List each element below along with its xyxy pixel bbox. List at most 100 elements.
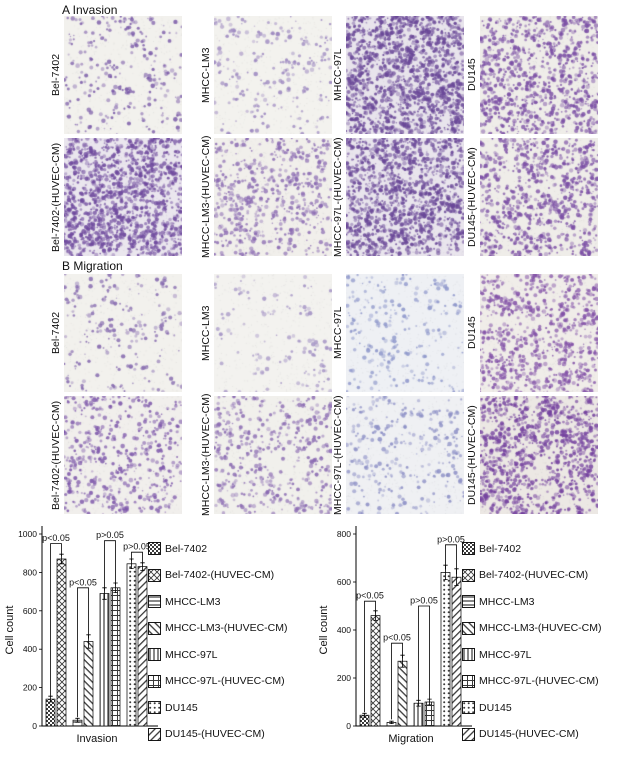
significance-bracket bbox=[418, 605, 430, 701]
legend-item: MHCC-LM3-(HUVEC-CM) bbox=[462, 621, 602, 635]
legend-swatch-icon bbox=[462, 727, 475, 741]
legend-swatch-icon bbox=[148, 568, 161, 582]
micrograph-cell: Bel-7402-(HUVEC-CM) bbox=[48, 138, 182, 256]
y-tick-label: 400 bbox=[337, 625, 351, 635]
legend-label: MHCC-97L bbox=[479, 648, 532, 661]
bar-1 bbox=[370, 615, 381, 727]
legend-item: DU145-(HUVEC-CM) bbox=[462, 727, 602, 741]
bar-4 bbox=[413, 702, 424, 727]
significance-bracket bbox=[364, 600, 376, 713]
micrograph-image bbox=[64, 396, 182, 514]
micrograph-image bbox=[480, 138, 598, 256]
p-value-label: p<0.05 bbox=[69, 577, 97, 587]
micrograph-image bbox=[346, 396, 464, 514]
legend-swatch-icon bbox=[148, 542, 161, 555]
legend-item: MHCC-LM3 bbox=[148, 595, 288, 608]
legend-item: MHCC-97L-(HUVEC-CM) bbox=[148, 674, 288, 688]
micrograph-cell: MHCC-97L-(HUVEC-CM) bbox=[330, 137, 464, 257]
y-axis-label: Cell count bbox=[318, 606, 330, 655]
micrograph-cell: Bel-7402 bbox=[48, 16, 182, 134]
significance-bracket bbox=[104, 540, 116, 591]
micrograph-image bbox=[480, 274, 598, 392]
y-tick-label: 1000 bbox=[18, 529, 37, 539]
legend-label: MHCC-LM3 bbox=[479, 595, 535, 608]
y-tick-label: 800 bbox=[337, 529, 351, 539]
significance-bracket bbox=[131, 551, 143, 564]
legend-item: Bel-7402-(HUVEC-CM) bbox=[462, 568, 602, 582]
legend-label: DU145 bbox=[165, 701, 198, 714]
micrograph-cell: Bel-7402-(HUVEC-CM) bbox=[48, 396, 182, 514]
micrograph-cell: DU145 bbox=[464, 274, 598, 392]
micrograph-row-label: MHCC-97L bbox=[332, 306, 344, 360]
chart-legend: Bel-7402 Bel-7402-(HUVEC-CM) MHCC-LM3 MHCC-… bbox=[148, 542, 288, 741]
legend-item: MHCC-97L bbox=[462, 648, 602, 661]
micrograph-row-label: DU145-(HUVEC-CM) bbox=[466, 405, 478, 505]
legend-label: Bel-7402-(HUVEC-CM) bbox=[479, 569, 589, 581]
legend-swatch-icon bbox=[462, 568, 475, 582]
panel-a-title: A Invasion bbox=[62, 3, 118, 17]
y-axis-label: Cell count bbox=[4, 606, 16, 655]
legend-swatch-icon bbox=[462, 542, 475, 555]
micrograph-image bbox=[64, 274, 182, 392]
y-tick-label: 800 bbox=[23, 567, 37, 577]
y-tick-label: 400 bbox=[23, 644, 37, 654]
bar-7 bbox=[451, 576, 462, 727]
legend-label: Bel-7402 bbox=[479, 542, 522, 555]
p-value-label: p>0.05 bbox=[410, 596, 438, 606]
micrograph-cell: MHCC-LM3 bbox=[198, 274, 332, 392]
p-value-label: p>0.05 bbox=[123, 542, 151, 552]
micrograph-cell: DU145-(HUVEC-CM) bbox=[464, 138, 598, 256]
legend-label: MHCC-LM3-(HUVEC-CM) bbox=[479, 622, 602, 634]
error-bar bbox=[48, 695, 53, 703]
legend-item: Bel-7402 bbox=[462, 542, 602, 555]
bar-4 bbox=[99, 593, 110, 727]
micrograph-cell: MHCC-LM3-(HUVEC-CM) bbox=[198, 136, 332, 258]
legend-swatch-icon bbox=[148, 674, 161, 688]
legend-label: DU145-(HUVEC-CM) bbox=[165, 728, 265, 740]
legend-label: MHCC-97L-(HUVEC-CM) bbox=[479, 675, 599, 687]
significance-bracket bbox=[391, 642, 403, 720]
micrograph-image bbox=[346, 274, 464, 392]
micrograph-row-label: DU145 bbox=[466, 316, 478, 350]
legend-item: MHCC-LM3 bbox=[462, 595, 602, 608]
bar-7 bbox=[137, 566, 148, 727]
legend-item: MHCC-97L-(HUVEC-CM) bbox=[462, 674, 602, 688]
legend-swatch-icon bbox=[462, 595, 475, 608]
micrograph-image bbox=[214, 138, 332, 256]
x-axis-label: Invasion bbox=[77, 733, 118, 745]
legend-label: MHCC-97L-(HUVEC-CM) bbox=[165, 675, 285, 687]
bar-chart-svg: 0 200 400 600 800 p<0.05 p<0.05 p>0.05 p>0.05 Mig… bbox=[318, 526, 472, 745]
micrograph-image bbox=[346, 16, 464, 134]
y-tick-label: 0 bbox=[346, 721, 351, 731]
micrograph-image bbox=[214, 16, 332, 134]
micrograph-image bbox=[214, 396, 332, 514]
p-value-label: p<0.05 bbox=[356, 591, 384, 601]
p-value-label: p>0.05 bbox=[437, 534, 465, 544]
bar-0 bbox=[45, 698, 56, 727]
legend-item: Bel-7402-(HUVEC-CM) bbox=[148, 568, 288, 582]
legend-swatch-icon bbox=[148, 621, 161, 635]
error-bar bbox=[75, 717, 80, 723]
legend-item: MHCC-97L bbox=[148, 648, 288, 661]
legend-label: Bel-7402-(HUVEC-CM) bbox=[165, 569, 275, 581]
bar-6 bbox=[126, 563, 137, 727]
micrograph-image bbox=[346, 138, 464, 256]
error-bar bbox=[362, 712, 367, 718]
micrograph-row-label: Bel-7402 bbox=[50, 53, 62, 97]
micrograph-row-label: MHCC-97L-(HUVEC-CM) bbox=[332, 137, 344, 257]
micrograph-row-label: Bel-7402 bbox=[50, 311, 62, 355]
micrograph-image bbox=[64, 138, 182, 256]
micrograph-row-label: MHCC-97L-(HUVEC-CM) bbox=[332, 395, 344, 515]
micrograph-image bbox=[480, 396, 598, 514]
error-bar bbox=[389, 720, 394, 724]
legend-swatch-icon bbox=[462, 674, 475, 688]
bar-chart-svg: 0 200 400 600 800 1000 p<0.05 p<0.05 p>0.05 p>0.0… bbox=[4, 526, 158, 745]
significance-bracket bbox=[50, 543, 62, 697]
micrograph-cell: DU145-(HUVEC-CM) bbox=[464, 396, 598, 514]
legend-label: MHCC-LM3-(HUVEC-CM) bbox=[165, 622, 288, 634]
bar-6 bbox=[440, 572, 451, 727]
micrograph-cell: MHCC-97L bbox=[330, 16, 464, 134]
error-bar bbox=[416, 699, 421, 707]
legend-label: DU145 bbox=[479, 701, 512, 714]
